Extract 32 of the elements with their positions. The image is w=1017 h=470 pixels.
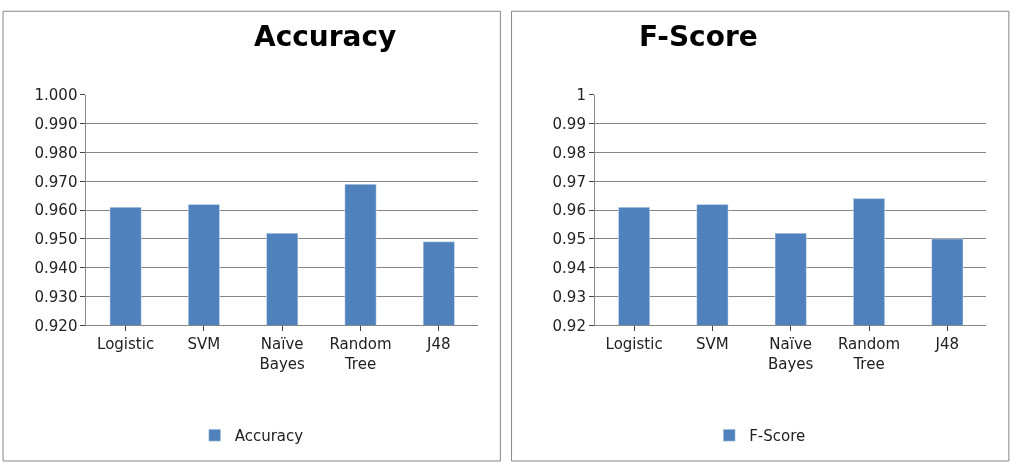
y-tick-label: 0.960 (34, 201, 78, 220)
x-tick-label: Logistic (605, 335, 663, 354)
y-tick-label: 0.920 (34, 316, 78, 335)
y-tick-label: 0.98 (552, 143, 586, 162)
x-tick-label: J48 (426, 335, 451, 354)
x-tick-label: J48 (934, 335, 960, 354)
x-tick-label: SVM (187, 335, 221, 354)
y-tick-label: 0.990 (34, 114, 78, 133)
y-tick-label: 0.95 (552, 230, 586, 249)
y-tick-label: 0.97 (552, 172, 586, 191)
y-tick-label: 0.96 (552, 201, 586, 220)
chart-title: Accuracy (254, 20, 397, 53)
y-tick-label: 1 (576, 86, 586, 105)
x-tick-label: Logistic (97, 335, 155, 354)
y-tick-label: 0.980 (34, 143, 78, 162)
y-tick-label: 0.92 (552, 316, 586, 335)
y-tick-label: 0.94 (552, 259, 586, 278)
x-tick-label: Naïve Bayes (768, 335, 814, 373)
x-tick-label: Random Tree (329, 335, 392, 373)
y-tick-label: 1.000 (34, 86, 78, 105)
y-tick-label: 0.950 (34, 230, 78, 249)
x-tick-label: SVM (696, 335, 729, 354)
x-tick-label: Naïve Bayes (259, 335, 306, 373)
y-tick-label: 0.970 (34, 172, 78, 191)
legend-label: F-Score (749, 427, 806, 446)
y-tick-label: 0.99 (552, 114, 586, 133)
chart-title: F-Score (639, 20, 758, 53)
legend-label: Accuracy (234, 427, 304, 446)
y-tick-label: 0.93 (552, 287, 586, 306)
x-tick-label: Random Tree (837, 335, 901, 373)
y-tick-label: 0.940 (34, 259, 78, 278)
y-tick-label: 0.930 (34, 287, 78, 306)
